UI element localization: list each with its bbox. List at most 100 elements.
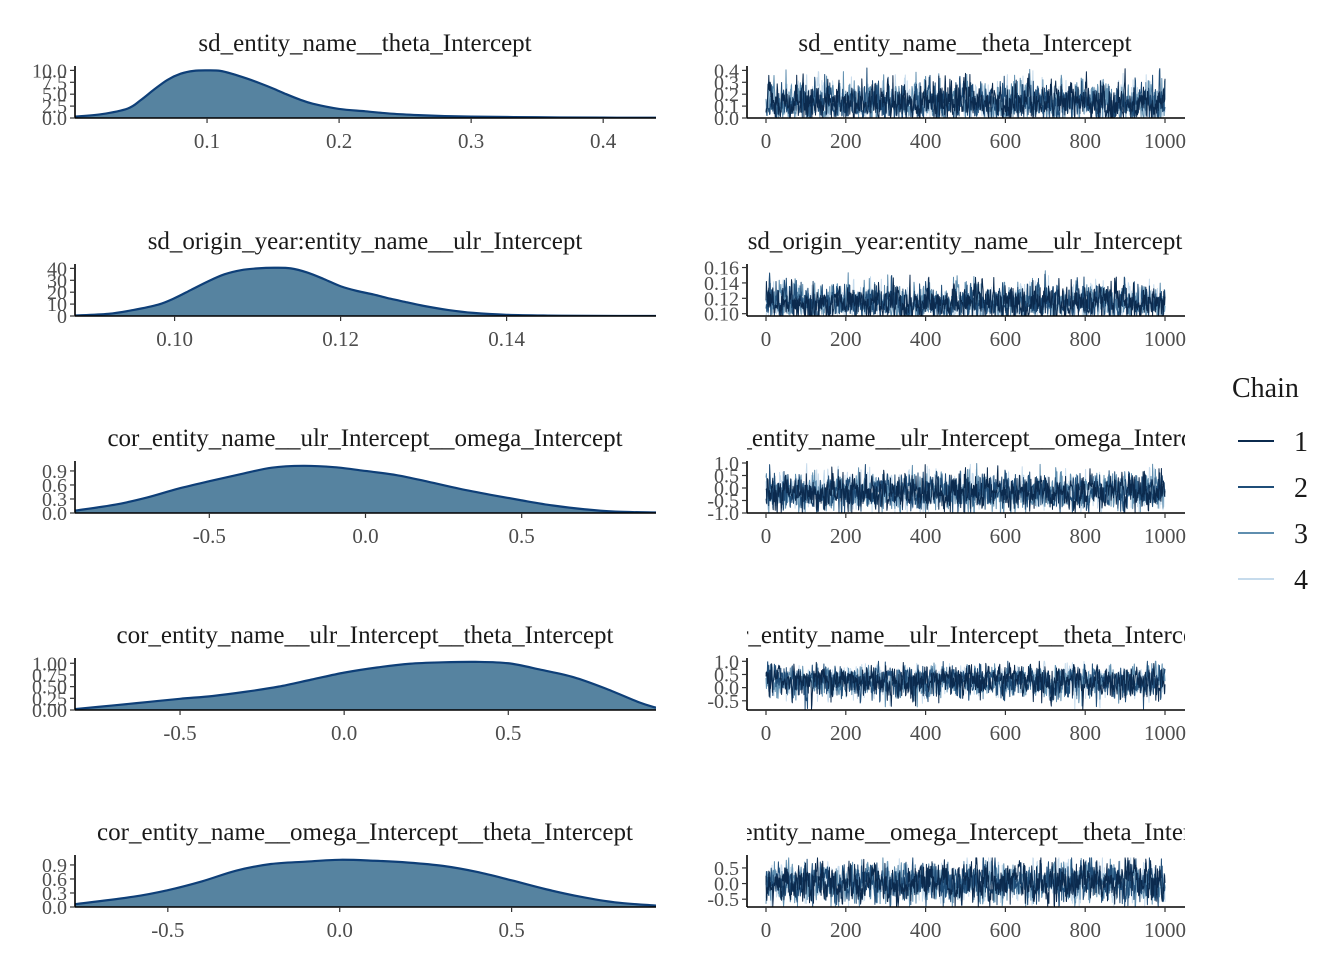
x-tick-label: 800	[1069, 129, 1101, 153]
y-tick-label: 40	[47, 258, 67, 280]
x-tick-label: 0	[761, 918, 772, 942]
x-tick-label: 600	[990, 918, 1022, 942]
x-tick-label: 0	[761, 721, 772, 745]
density-area	[75, 267, 656, 316]
panel-title: cor_entity_name__omega_Intercept__theta_…	[97, 819, 633, 846]
x-tick-label: 0	[761, 327, 772, 351]
trace-panel-3: cor_entity_name__ulr_Intercept__omega_In…	[707, 425, 1186, 548]
y-tick-label: 0.5	[714, 664, 739, 686]
x-tick-label: 600	[990, 327, 1022, 351]
x-tick-label: 0.1	[194, 129, 220, 153]
x-tick-label: 0	[761, 129, 772, 153]
x-tick-label: 800	[1069, 327, 1101, 351]
x-tick-label: -0.5	[151, 918, 184, 942]
x-tick-label: 400	[910, 327, 942, 351]
y-tick-label: 0.16	[704, 258, 739, 280]
density-curve	[75, 69, 656, 118]
x-tick-label: 0.5	[495, 721, 521, 745]
x-tick-label: 0.4	[590, 129, 617, 153]
panel-title: sd_entity_name__theta_Intercept	[198, 30, 531, 57]
y-tick-label: 0.25	[32, 688, 67, 710]
chain-trace-1	[765, 857, 1166, 907]
y-tick-label: 7.5	[42, 72, 67, 94]
x-tick-label: 800	[1069, 524, 1101, 548]
y-tick-label: 0.1	[714, 96, 739, 118]
x-tick-label: 1000	[1144, 327, 1186, 351]
y-tick-label: 0.14	[704, 273, 739, 295]
density-area	[75, 465, 656, 513]
y-tick-label: 10.0	[32, 60, 67, 82]
chain-trace-1	[765, 274, 1166, 316]
y-tick-label: -0.5	[707, 889, 739, 911]
x-tick-label: 600	[990, 129, 1022, 153]
y-tick-label: 0.5	[714, 466, 739, 488]
y-tick-label: 0.3	[42, 489, 67, 511]
x-tick-label: 0.2	[326, 129, 352, 153]
x-tick-label: 0.3	[458, 129, 484, 153]
y-tick-label: 0.00	[32, 700, 67, 722]
x-tick-label: 800	[1069, 721, 1101, 745]
y-tick-label: 1.0	[714, 453, 739, 475]
chain-trace-1	[765, 68, 1166, 118]
y-tick-label: 0.6	[42, 475, 67, 497]
legend-label-1: 1	[1294, 427, 1308, 458]
density-area	[75, 70, 656, 118]
x-tick-label: 1000	[1144, 721, 1186, 745]
x-tick-label: 400	[910, 129, 942, 153]
x-tick-label: 0.5	[509, 524, 535, 548]
y-tick-label: 0.10	[704, 304, 739, 326]
legend-title: Chain	[1232, 373, 1299, 404]
y-tick-label: 0.0	[714, 874, 739, 896]
panel-title: sd_origin_year:entity_name__ulr_Intercep…	[748, 228, 1183, 255]
panel-title: cor_entity_name__ulr_Intercept__theta_In…	[116, 622, 613, 649]
y-tick-label: -0.5	[707, 691, 739, 713]
panel-title: cor_entity_name__omega_Intercept__theta_…	[697, 819, 1233, 846]
x-tick-label: 1000	[1144, 524, 1186, 548]
x-tick-label: 800	[1069, 918, 1101, 942]
density-curve	[75, 464, 656, 513]
y-tick-label: 0.0	[42, 897, 67, 919]
density-panel-2: sd_origin_year:entity_name__ulr_Intercep…	[47, 228, 656, 351]
y-tick-label: 0.4	[714, 60, 739, 82]
density-area	[75, 661, 656, 710]
y-tick-label: 30	[47, 270, 67, 292]
y-tick-label: 0	[57, 306, 67, 328]
density-curve	[75, 660, 656, 710]
x-tick-label: 0	[761, 524, 772, 548]
x-tick-label: 0.0	[331, 721, 357, 745]
legend-label-3: 3	[1294, 519, 1308, 550]
chain-trace-1	[765, 464, 1166, 513]
panel-title: cor_entity_name__ulr_Intercept__theta_In…	[716, 622, 1213, 649]
x-tick-label: -0.5	[193, 524, 226, 548]
x-tick-label: 1000	[1144, 129, 1186, 153]
y-tick-label: -0.5	[707, 491, 739, 513]
y-tick-label: 0.2	[714, 84, 739, 106]
density-curve	[75, 858, 656, 907]
y-tick-label: 0.75	[32, 665, 67, 687]
y-tick-label: 0.0	[714, 108, 739, 130]
x-tick-label: 1000	[1144, 918, 1186, 942]
x-tick-label: 0.10	[156, 327, 193, 351]
panel-title: sd_entity_name__theta_Intercept	[798, 30, 1131, 57]
y-tick-label: 0.3	[42, 883, 67, 905]
trace-panel-1: sd_entity_name__theta_Intercept 0 200 400 60…	[714, 30, 1186, 153]
density-panel-1: sd_entity_name__theta_Intercept 0.1 0.2 0.3…	[32, 30, 656, 153]
chain-legend: Chain 1 2 3 4	[1232, 373, 1308, 596]
density-panel-5: cor_entity_name__omega_Intercept__theta_…	[42, 819, 656, 942]
y-tick-label: 0.6	[42, 869, 67, 891]
x-tick-label: 0.12	[322, 327, 359, 351]
y-tick-label: 10	[47, 294, 67, 316]
x-tick-label: 0.5	[498, 918, 524, 942]
chain-trace-1	[765, 660, 1166, 710]
y-tick-label: 0.9	[42, 461, 67, 483]
trace-panel-5: cor_entity_name__omega_Intercept__theta_…	[697, 819, 1233, 942]
x-tick-label: 400	[910, 524, 942, 548]
trace-panel-4: cor_entity_name__ulr_Intercept__theta_In…	[707, 622, 1213, 745]
y-tick-label: 20	[47, 282, 67, 304]
y-tick-label: 5.0	[42, 84, 67, 106]
density-curve	[75, 266, 656, 316]
x-tick-label: 200	[830, 721, 862, 745]
y-tick-label: 1.0	[714, 651, 739, 673]
trace-panel-2: sd_origin_year:entity_name__ulr_Intercep…	[704, 228, 1186, 351]
